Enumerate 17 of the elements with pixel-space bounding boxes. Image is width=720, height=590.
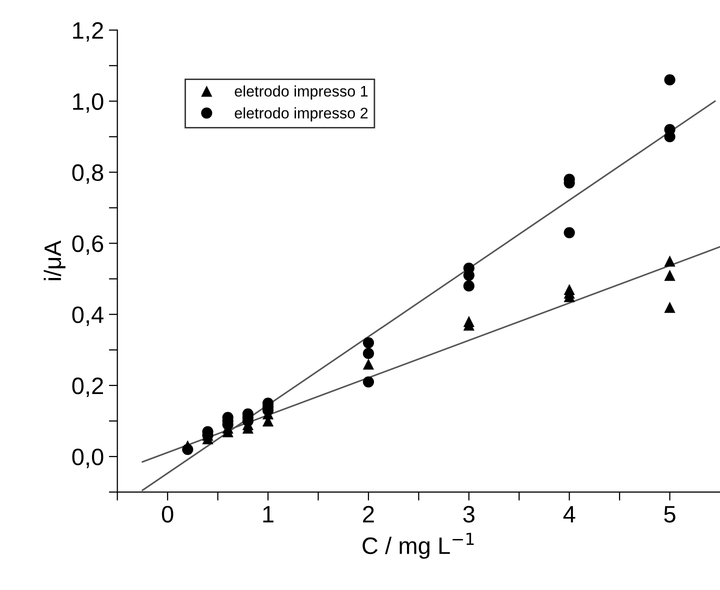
- x-tick-label: 0: [162, 506, 174, 523]
- x-tick-label: 1: [263, 506, 274, 522]
- y-tick-label: 0,4: [72, 306, 104, 326]
- x-tick-label: 4: [563, 506, 576, 522]
- y-tick-label: 1,0: [73, 93, 104, 113]
- y-tick-label: 0,6: [72, 235, 104, 255]
- legend-label: eletrodo impresso 2: [234, 107, 368, 122]
- x-tick-label: 3: [463, 506, 474, 523]
- y-tick-label: 0,2: [72, 378, 103, 398]
- x-tick-label: 5: [664, 506, 676, 523]
- y-tick-label: 0,0: [72, 448, 104, 468]
- legend-label: eletrodo impresso 1: [234, 85, 368, 100]
- y-tick-label: 1,2: [73, 22, 103, 42]
- y-tick-label: 0,8: [72, 164, 104, 184]
- y-axis-title: i/μA: [44, 240, 66, 280]
- x-axis-title: C / mg L$^{−1}$: [362, 532, 474, 559]
- x-tick-label: 2: [363, 506, 374, 522]
